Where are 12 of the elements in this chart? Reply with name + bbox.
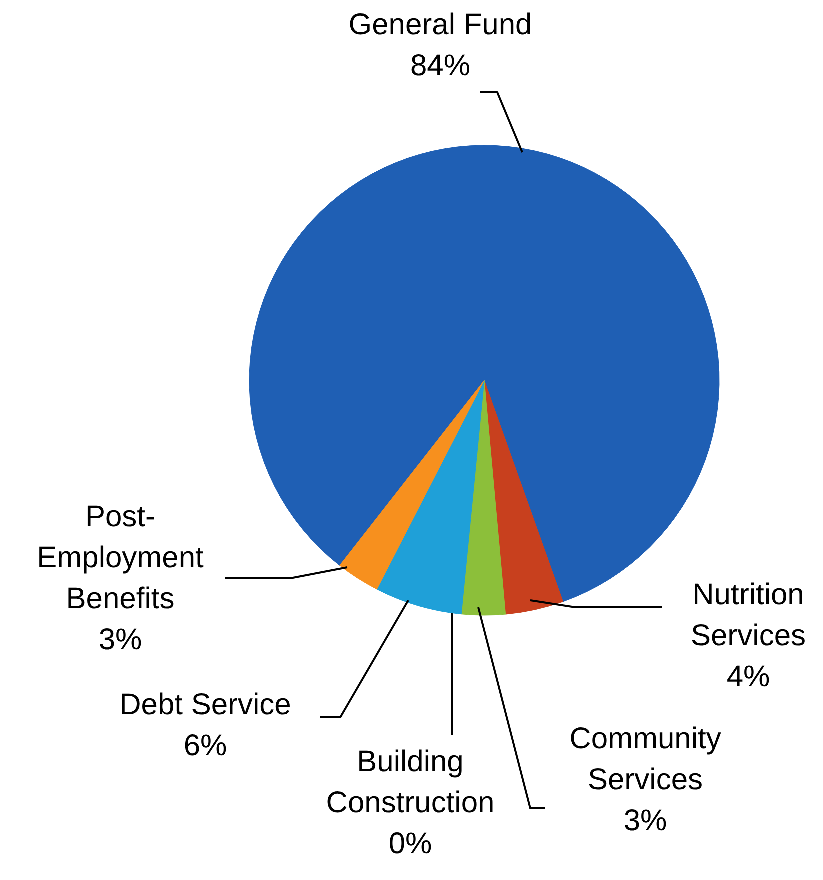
slice-label: Post-Employment Benefits [37,500,205,616]
slice-label: General Fund [348,8,532,42]
data-label: 3% [624,804,668,838]
data-label: 6% [184,730,228,762]
slice-label: Nutrition Services [690,578,806,652]
data-label: 3% [98,624,142,656]
data-label: 4% [726,660,770,694]
category-label: Building Construction [326,746,495,820]
slice-label: Community Services [570,722,722,796]
data-label: 84% [410,50,471,82]
text: 0% [388,828,432,860]
slice-label: Debt Service [120,688,292,722]
